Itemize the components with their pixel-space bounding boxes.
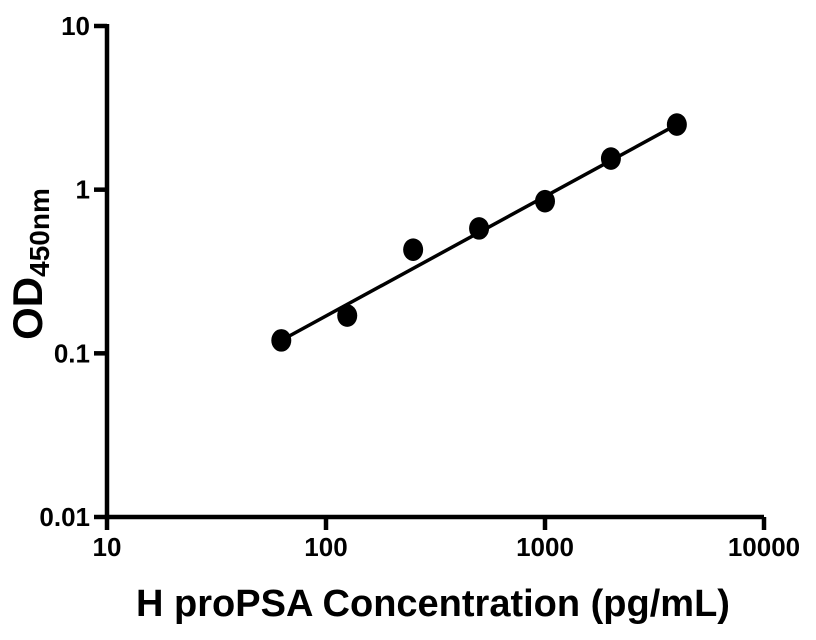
axis-tick-labels: 10 100 1000 10000 0.01 0.1 1 10 [39, 11, 800, 562]
x-tick-label: 1000 [516, 532, 574, 562]
y-axis-title-main: OD [4, 277, 51, 340]
y-tick-label: 10 [61, 11, 90, 41]
data-point [337, 304, 358, 327]
x-tick-label: 10 [93, 532, 122, 562]
data-point [666, 113, 687, 136]
x-tick-label: 10000 [728, 532, 800, 562]
axis-ticks [94, 23, 767, 530]
data-point [600, 147, 621, 170]
y-axis-title-subscript: 450nm [24, 188, 55, 277]
data-series [271, 113, 687, 352]
x-tick-label: 100 [304, 532, 347, 562]
data-point [271, 329, 292, 352]
x-axis-title: H proPSA Concentration (pg/mL) [136, 583, 730, 625]
data-point [403, 238, 424, 261]
data-point [469, 217, 490, 240]
y-tick-label: 0.01 [39, 502, 90, 532]
y-tick-label: 0.1 [54, 338, 90, 368]
y-tick-label: 1 [76, 175, 90, 205]
data-point [535, 189, 555, 213]
axes [104, 24, 764, 520]
y-axis-title: OD450nm [4, 188, 55, 340]
